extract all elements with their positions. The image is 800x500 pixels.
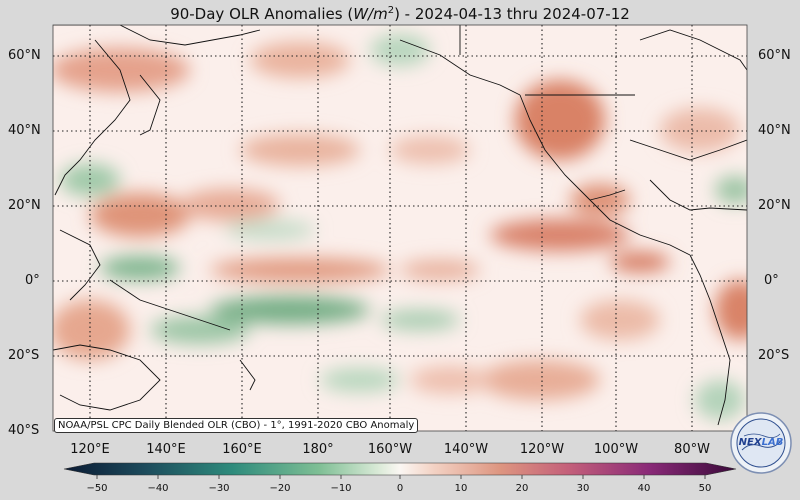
coastlines bbox=[53, 25, 747, 426]
lon-label: 80°W bbox=[674, 442, 710, 457]
lon-label: 160°W bbox=[367, 442, 413, 457]
colorbar-tick-label: 40 bbox=[637, 483, 651, 494]
lat-label-right: 0° bbox=[764, 273, 779, 288]
graticule bbox=[53, 25, 747, 431]
lat-label-right: 20°S bbox=[758, 348, 790, 363]
map-title: 90-Day OLR Anomalies (W/m2) - 2024-04-13… bbox=[170, 5, 630, 23]
lat-label-left: 20°S bbox=[8, 348, 40, 363]
colorbar-tick-label: −20 bbox=[269, 483, 291, 494]
lon-label: 140°W bbox=[443, 442, 489, 457]
lon-label: 160°E bbox=[222, 442, 262, 457]
svg-text:NEXLAB: NEXLAB bbox=[739, 437, 784, 448]
lon-label: 120°W bbox=[519, 442, 565, 457]
lon-label: 140°E bbox=[146, 442, 186, 457]
olr-anomaly-map bbox=[52, 24, 748, 432]
colorbar-tick-label: 0 bbox=[396, 483, 404, 494]
colorbar-tick-label: 10 bbox=[454, 483, 468, 494]
colorbar-strip bbox=[63, 462, 737, 476]
colorbar-tick-label: −50 bbox=[86, 483, 108, 494]
nexlab-logo: NEXLAB bbox=[730, 412, 792, 474]
lat-label-right: 40°N bbox=[758, 123, 791, 138]
lat-label-left: 40°N bbox=[8, 123, 41, 138]
lat-label-left: 20°N bbox=[8, 198, 41, 213]
colorbar-tick-label: −30 bbox=[208, 483, 230, 494]
colorbar-tick-label: 50 bbox=[698, 483, 712, 494]
colorbar-tick-label: −10 bbox=[330, 483, 352, 494]
lat-label-right: 60°N bbox=[758, 48, 791, 63]
lat-label-left: 0° bbox=[25, 273, 40, 288]
lon-label: 180° bbox=[302, 442, 334, 457]
lon-label: 100°W bbox=[593, 442, 639, 457]
colorbar-ticks bbox=[96, 475, 706, 479]
lat-label-left: 60°N bbox=[8, 48, 41, 63]
colorbar bbox=[63, 462, 737, 479]
colorbar-tick-label: −40 bbox=[147, 483, 169, 494]
lat-label-right: 20°N bbox=[758, 198, 791, 213]
anomaly-field bbox=[53, 34, 747, 420]
colorbar-tick-label: 30 bbox=[576, 483, 590, 494]
lat-label-left: 40°S bbox=[8, 423, 40, 438]
lon-label: 120°E bbox=[70, 442, 110, 457]
colorbar-tick-label: 20 bbox=[515, 483, 529, 494]
data-source-caption: NOAA/PSL CPC Daily Blended OLR (CBO) - 1… bbox=[54, 418, 419, 433]
